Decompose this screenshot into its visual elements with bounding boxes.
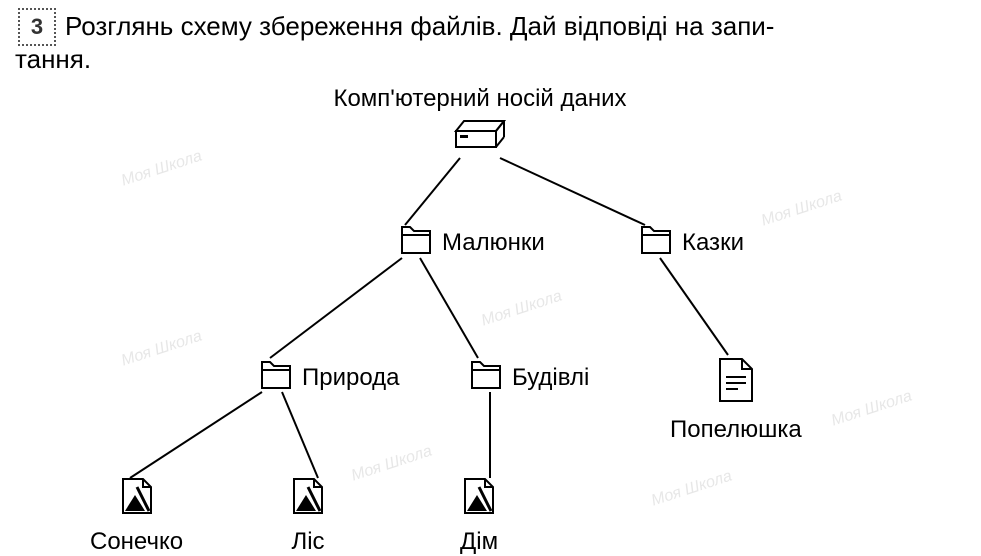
node-label: Ліс <box>291 528 324 556</box>
node-label: Будівлі <box>512 364 589 392</box>
tree-node-kaz: Казки <box>640 225 744 260</box>
file-image-icon <box>461 475 497 522</box>
watermark: Моя Школа <box>759 188 844 231</box>
tree-node-pry: Природа <box>260 360 400 395</box>
folder-icon <box>400 225 436 260</box>
tree-node-root: Комп'ютерний носій даних <box>320 85 640 158</box>
tree-node-lis: Ліс <box>290 475 326 556</box>
folder-icon <box>640 225 676 260</box>
tree-node-son: Сонечко <box>90 475 183 556</box>
node-label: Сонечко <box>90 528 183 556</box>
node-label: Природа <box>302 364 400 392</box>
node-label: Попелюшка <box>670 416 802 444</box>
tree-node-dim: Дім <box>460 475 498 556</box>
question-number: 3 <box>18 8 56 46</box>
node-label: Комп'ютерний носій даних <box>333 85 626 113</box>
file-image-icon <box>119 475 155 522</box>
tree-node-mal: Малюнки <box>400 225 545 260</box>
watermark: Моя Школа <box>829 388 914 431</box>
question-text-line1: Розглянь схему збереження файлів. Дай ві… <box>65 10 966 44</box>
node-label: Казки <box>682 229 744 257</box>
question-number-value: 3 <box>31 14 43 40</box>
watermark: Моя Школа <box>119 328 204 371</box>
watermark: Моя Школа <box>349 443 434 486</box>
tree-node-pop: Попелюшка <box>670 355 802 444</box>
watermark: Моя Школа <box>119 148 204 191</box>
node-label: Малюнки <box>442 229 545 257</box>
node-label: Дім <box>460 528 498 556</box>
tree-edges <box>0 0 981 550</box>
drive-icon <box>452 119 508 158</box>
folder-icon <box>260 360 296 395</box>
question-text-line2: тання. <box>15 44 91 75</box>
watermark: Моя Школа <box>479 288 564 331</box>
file-text-icon <box>716 355 756 410</box>
folder-icon <box>470 360 506 395</box>
watermark: Моя Школа <box>649 468 734 511</box>
tree-node-bud: Будівлі <box>470 360 589 395</box>
file-image-icon <box>290 475 326 522</box>
